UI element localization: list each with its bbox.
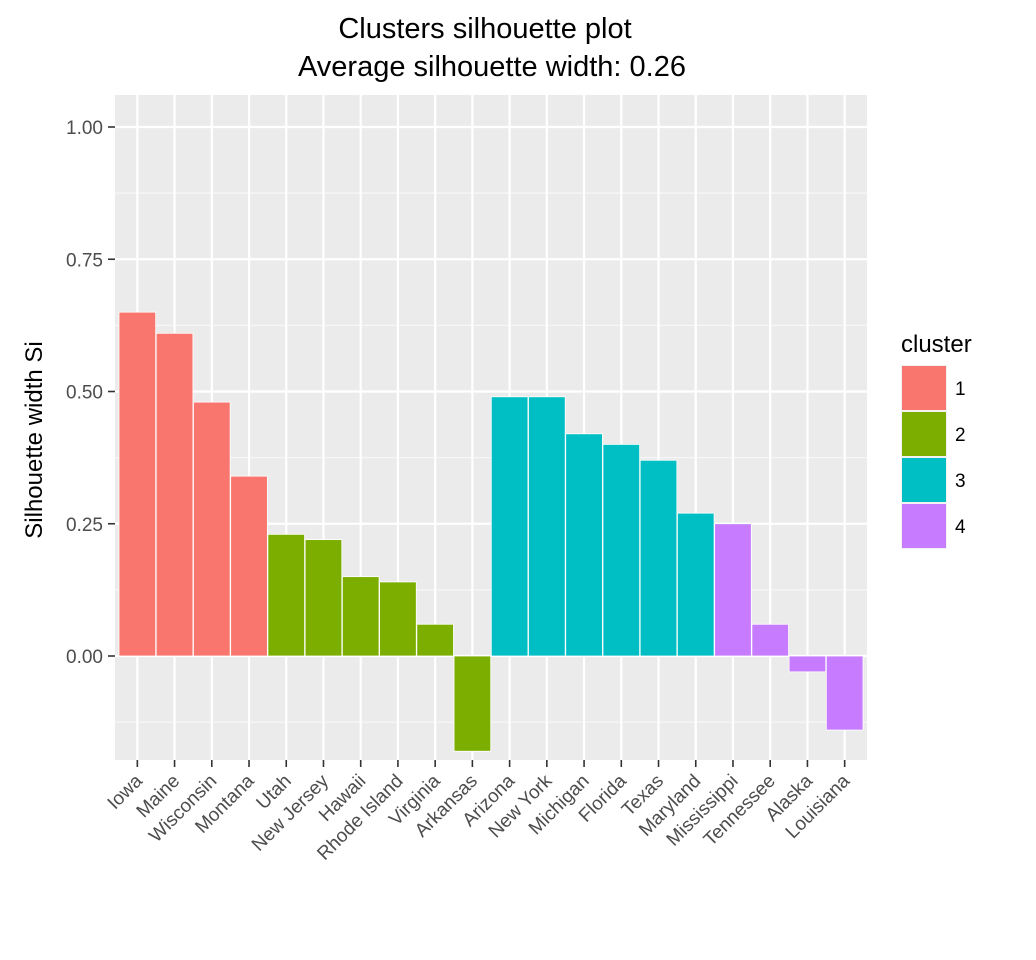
- bar-arkansas: [453, 655, 492, 752]
- y-tick-label: 0.50: [66, 383, 103, 404]
- y-tick-label: 0.25: [66, 515, 103, 536]
- bar-rhode-island: [379, 581, 417, 657]
- legend-key-2: [902, 412, 946, 456]
- legend-label-4: 4: [955, 517, 966, 538]
- bar-iowa: [118, 311, 157, 657]
- bar-series: [118, 311, 864, 752]
- y-tick-label: 0.00: [66, 647, 103, 668]
- bar-alaska: [788, 655, 827, 673]
- bar-mississippi: [714, 523, 752, 657]
- chart-title: Clusters silhouette plot: [338, 13, 631, 45]
- legend-key-1: [902, 366, 946, 410]
- bar-maine: [155, 332, 194, 657]
- bar-hawaii: [341, 576, 380, 657]
- bar-virginia: [416, 623, 454, 657]
- bar-wisconsin: [193, 401, 231, 657]
- legend-label-2: 2: [955, 425, 966, 446]
- bar-new-jersey: [304, 539, 343, 657]
- y-axis-title: Silhouette width Si: [21, 341, 48, 538]
- legend-key-4: [902, 504, 946, 548]
- bar-utah: [267, 533, 305, 657]
- y-tick-label: 0.75: [66, 250, 103, 271]
- y-axis: 0.00 0.25 0.50 0.75 1.00: [66, 118, 115, 668]
- y-tick-label: 1.00: [66, 118, 103, 139]
- legend-label-3: 3: [955, 471, 966, 492]
- bar-texas: [639, 459, 678, 657]
- bar-louisiana: [825, 655, 864, 731]
- legend-title: cluster: [901, 331, 972, 358]
- bar-michigan: [565, 433, 603, 657]
- legend: cluster 1 2 3 4: [901, 331, 972, 549]
- legend-key-3: [902, 458, 946, 502]
- chart-subtitle: Average silhouette width: 0.26: [298, 51, 686, 83]
- bar-florida: [602, 443, 641, 657]
- bar-arizona: [490, 396, 529, 657]
- legend-label-1: 1: [955, 379, 966, 400]
- bar-montana: [230, 475, 268, 657]
- bar-maryland: [677, 512, 715, 657]
- bar-tennessee: [751, 623, 789, 657]
- bar-new-york: [528, 396, 566, 657]
